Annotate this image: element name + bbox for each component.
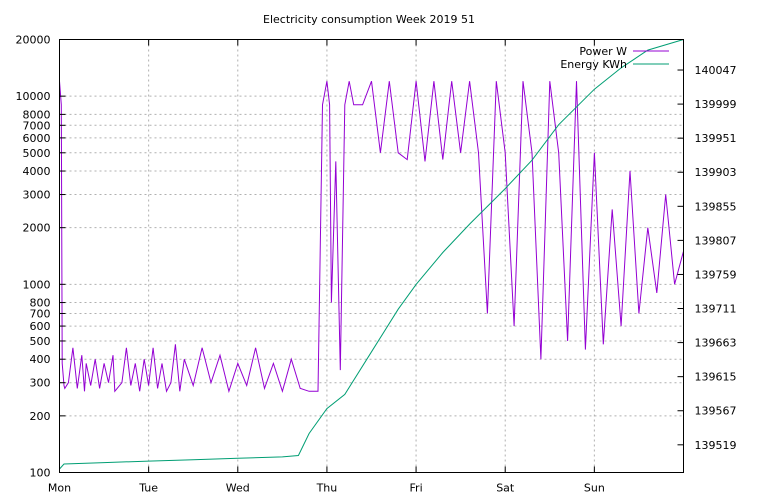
- y-tick-label: 300: [30, 377, 51, 390]
- y-tick-label: 6000: [23, 132, 51, 145]
- y-tick-label: 100: [30, 467, 51, 480]
- x-tick-label: Sun: [584, 482, 605, 495]
- legend: Power W Energy KWh: [560, 45, 669, 71]
- plot-frame: [59, 39, 684, 473]
- y2-tick-label: 139951: [695, 132, 737, 145]
- y-tick-label: 7000: [23, 119, 51, 132]
- chart-title: Electricity consumption Week 2019 51: [263, 13, 475, 26]
- y2-tick-label: 139999: [695, 98, 737, 111]
- series-line-power: [59, 81, 684, 394]
- legend-label-energy: Energy KWh: [560, 58, 627, 71]
- x-tick-label: Sat: [496, 482, 515, 495]
- y2-tick-label: 139567: [695, 405, 737, 418]
- y2-tick-label: 139615: [695, 371, 737, 384]
- y2-tick-label: 139903: [695, 166, 737, 179]
- y-tick-label: 3000: [23, 189, 51, 202]
- legend-label-power: Power W: [579, 45, 627, 58]
- x-tick-label: Fri: [410, 482, 423, 495]
- y-tick-label: 2000: [23, 222, 51, 235]
- y-tick-label: 700: [30, 307, 51, 320]
- y-tick-label: 10000: [16, 90, 51, 103]
- x-tick-label: Thu: [316, 482, 338, 495]
- y-tick-label: 4000: [23, 165, 51, 178]
- x-tick-label: Mon: [48, 482, 71, 495]
- x-tick-label: Tue: [138, 482, 158, 495]
- series-line-energy: [59, 39, 684, 470]
- x-tick-label: Wed: [226, 482, 250, 495]
- y2-tick-label: 139519: [695, 439, 737, 452]
- y2-tick-label: 139807: [695, 234, 737, 247]
- y2-tick-label: 139663: [695, 337, 737, 350]
- y-tick-label: 400: [30, 353, 51, 366]
- y-tick-label: 800: [30, 297, 51, 310]
- y-tick-label: 500: [30, 335, 51, 348]
- y2-tick-label: 139855: [695, 200, 737, 213]
- y2-tick-label: 139711: [695, 303, 737, 316]
- y-tick-label: 1000: [23, 278, 51, 291]
- y-tick-label: 5000: [23, 147, 51, 160]
- y-tick-label: 200: [30, 410, 51, 423]
- y2-tick-label: 140047: [695, 64, 737, 77]
- y2-tick-label: 139759: [695, 268, 737, 281]
- series-layer: [59, 39, 684, 470]
- y-tick-label: 8000: [23, 108, 51, 121]
- y-tick-label: 20000: [16, 34, 51, 47]
- y-tick-label: 600: [30, 320, 51, 333]
- grid: [59, 39, 684, 473]
